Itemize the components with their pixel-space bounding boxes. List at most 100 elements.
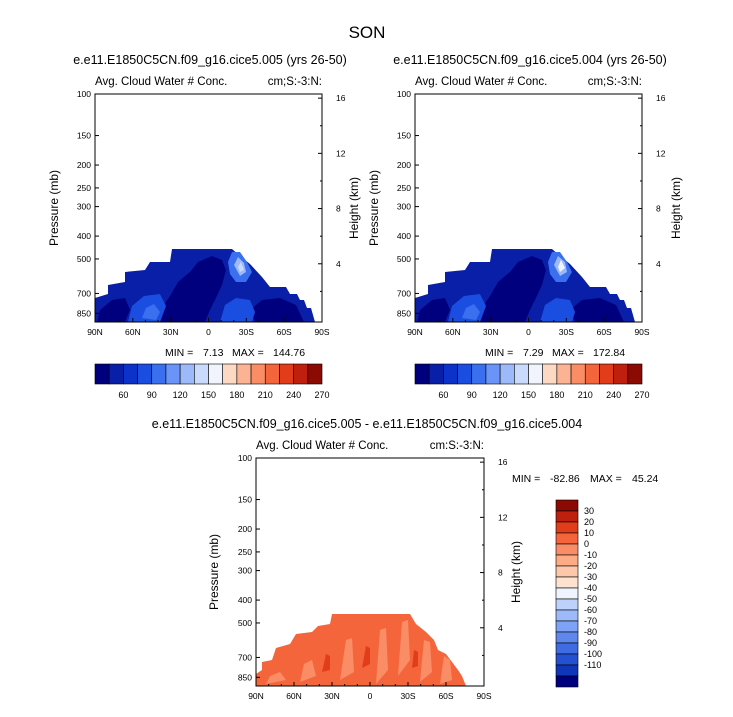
panel-2-colorbar-box bbox=[627, 363, 643, 385]
panel-3-ytick-label: 400 bbox=[238, 595, 252, 605]
panel-1-min-value: 7.13 bbox=[203, 347, 224, 359]
panel-1-ytick-label: 300 bbox=[77, 202, 91, 212]
panel-3-y2label: Height (km) bbox=[509, 541, 523, 603]
panel-2-ytick-label: 500 bbox=[397, 254, 411, 264]
panel-1-colorbar-label: 60 bbox=[118, 390, 128, 400]
panel-2-colorbar-box bbox=[542, 363, 558, 385]
panel-1-colorbar-box bbox=[293, 363, 309, 385]
panel-3-xtick-label: 90N bbox=[248, 691, 264, 701]
panel-3-y2tick-label: 12 bbox=[498, 512, 508, 522]
panel-1-y2tick-label: 8 bbox=[336, 204, 341, 214]
panel-2-ytick-label: 150 bbox=[397, 131, 411, 141]
panel-2-colorbar-label: 210 bbox=[578, 390, 593, 400]
panel-3-colorbar-box bbox=[555, 620, 579, 633]
panel-1-colorbar-label: 210 bbox=[258, 390, 273, 400]
panel-2-xtick-label: 90S bbox=[634, 327, 649, 337]
panel-3-colorbar-box bbox=[555, 642, 579, 655]
panel-1-max-value: 144.76 bbox=[273, 347, 305, 359]
panel-3-colorbar-label: 0 bbox=[584, 539, 589, 549]
panel-3-colorbar-label: 10 bbox=[584, 528, 594, 538]
panel-3-colorbar-box bbox=[555, 532, 579, 545]
panel-2-ytick-label: 700 bbox=[397, 288, 411, 298]
panel-1-xtick-label: 30S bbox=[239, 327, 254, 337]
panel-3-colorbar-box bbox=[555, 565, 579, 578]
panel-3-colorbar-label: -80 bbox=[584, 627, 597, 637]
panel-1-colorbar-box bbox=[137, 363, 153, 385]
panel-2-y2tick-label: 8 bbox=[656, 204, 661, 214]
panel-1-colorbar-box bbox=[236, 363, 252, 385]
panel-3-colorbar-label: -50 bbox=[584, 594, 597, 604]
panel-3-xtick-label: 90S bbox=[476, 691, 491, 701]
panel-2-ytick-label: 300 bbox=[397, 202, 411, 212]
panel-1-ytick-label: 200 bbox=[77, 160, 91, 170]
panel-2-colorbar-box bbox=[485, 363, 501, 385]
panel-2-min-label: MIN = bbox=[485, 347, 513, 359]
panel-1-colorbar-box bbox=[264, 363, 280, 385]
panel-1-ytick-label: 250 bbox=[77, 183, 91, 193]
panel-2: e.e11.E1850C5CN.f09_g16.cice5.004 (yrs 2… bbox=[367, 53, 683, 400]
panel-3-xtick-label: 30N bbox=[324, 691, 340, 701]
panel-2-colorbar-box bbox=[457, 363, 473, 385]
panel-3-colorbar-label: -30 bbox=[584, 572, 597, 582]
panel-3-colorbar-box bbox=[555, 675, 579, 688]
panel-2-axes: 90N 60N 30N 0 30S 60S 90S 100 150 200 250 300 400 500… bbox=[397, 89, 666, 337]
panel-1-colorbar-label: 90 bbox=[147, 390, 157, 400]
panel-2-colorbar-label: 60 bbox=[438, 390, 448, 400]
panel-3-colorbar-box bbox=[555, 598, 579, 611]
panel-3-xtick-label: 30S bbox=[400, 691, 415, 701]
panel-3-xtick-label: 0 bbox=[368, 691, 373, 701]
panel-1-colorbar-box bbox=[179, 363, 195, 385]
panel-3-colorbar-label: -90 bbox=[584, 638, 597, 648]
panel-1-ytick-label: 400 bbox=[77, 231, 91, 241]
panel-3-colorbar-box bbox=[555, 576, 579, 589]
panel-2-max-value: 172.84 bbox=[593, 347, 625, 359]
panel-2-colorbar-label: 150 bbox=[521, 390, 536, 400]
panel-2-colorbar-box bbox=[443, 363, 458, 385]
panel-3-field bbox=[256, 614, 466, 686]
panel-1-colorbar-box bbox=[208, 363, 223, 385]
panel-1-colorbar-box bbox=[123, 363, 138, 385]
panel-2-xtick-label: 90N bbox=[407, 327, 423, 337]
panel-3-ytick-label: 250 bbox=[238, 547, 252, 557]
panel-2-colorbar-box bbox=[428, 363, 444, 385]
panel-2-colorbar-box bbox=[528, 363, 543, 385]
panel-3-axes: 90N 60N 30N 0 30S 60S 90S 100 150 200 250 300 400 500… bbox=[238, 453, 508, 701]
panel-3-colorbar-box bbox=[555, 664, 579, 677]
panel-1-y2label: Height (km) bbox=[347, 177, 361, 239]
panel-2-colorbar-label: 90 bbox=[467, 390, 477, 400]
panel-3-right-header: cm:S:-3:N: bbox=[430, 440, 484, 452]
panel-2-xtick-label: 0 bbox=[526, 327, 531, 337]
panel-3-colorbar-label: -20 bbox=[584, 561, 597, 571]
panel-1-xtick-label: 90S bbox=[314, 327, 329, 337]
panel-3-colorbar-label: -100 bbox=[584, 649, 602, 659]
panel-1: e.e11.E1850C5CN.f09_g16.cice5.005 (yrs 2… bbox=[47, 53, 361, 400]
panel-1-ytick-label: 100 bbox=[77, 89, 91, 99]
panel-3-ytick-label: 100 bbox=[238, 453, 252, 463]
panel-1-ytick-label: 150 bbox=[77, 131, 91, 141]
panel-1-colorbar-box bbox=[250, 363, 266, 385]
panel-1-colorbar-label: 240 bbox=[286, 390, 301, 400]
panel-3-y2tick-label: 8 bbox=[498, 568, 503, 578]
panel-1-title: e.e11.E1850C5CN.f09_g16.cice5.005 (yrs 2… bbox=[73, 53, 347, 67]
panel-1-xtick-label: 60S bbox=[277, 327, 292, 337]
panel-3-xtick-label: 60S bbox=[438, 691, 453, 701]
panel-3-max-label: MAX = bbox=[590, 473, 622, 485]
panel-3-colorbar-label: -70 bbox=[584, 616, 597, 626]
panel-2-left-header: Avg. Cloud Water # Conc. bbox=[415, 76, 547, 88]
panel-1-ytick-label: 500 bbox=[77, 254, 91, 264]
panel-2-y2tick-label: 4 bbox=[656, 259, 661, 269]
panel-3-colorbar-label: 30 bbox=[584, 506, 594, 516]
panel-1-colorbar-box bbox=[222, 363, 238, 385]
panel-2-colorbar-box bbox=[499, 363, 515, 385]
panel-3-colorbar-box bbox=[555, 543, 579, 556]
panel-3-colorbar-label: -110 bbox=[584, 660, 601, 670]
panel-2-ytick-label: 200 bbox=[397, 160, 411, 170]
panel-2-xtick-label: 60N bbox=[445, 327, 461, 337]
panel-2-y2tick-label: 12 bbox=[656, 148, 666, 158]
panel-1-xtick-label: 0 bbox=[206, 327, 211, 337]
panel-3-min-label: MIN = bbox=[512, 473, 540, 485]
panel-3-colorbar-box bbox=[555, 609, 579, 622]
panel-3-title: e.e11.E1850C5CN.f09_g16.cice5.005 - e.e1… bbox=[152, 417, 582, 431]
panel-2-ytick-label: 100 bbox=[397, 89, 411, 99]
panel-1-colorbar-box bbox=[194, 363, 209, 385]
